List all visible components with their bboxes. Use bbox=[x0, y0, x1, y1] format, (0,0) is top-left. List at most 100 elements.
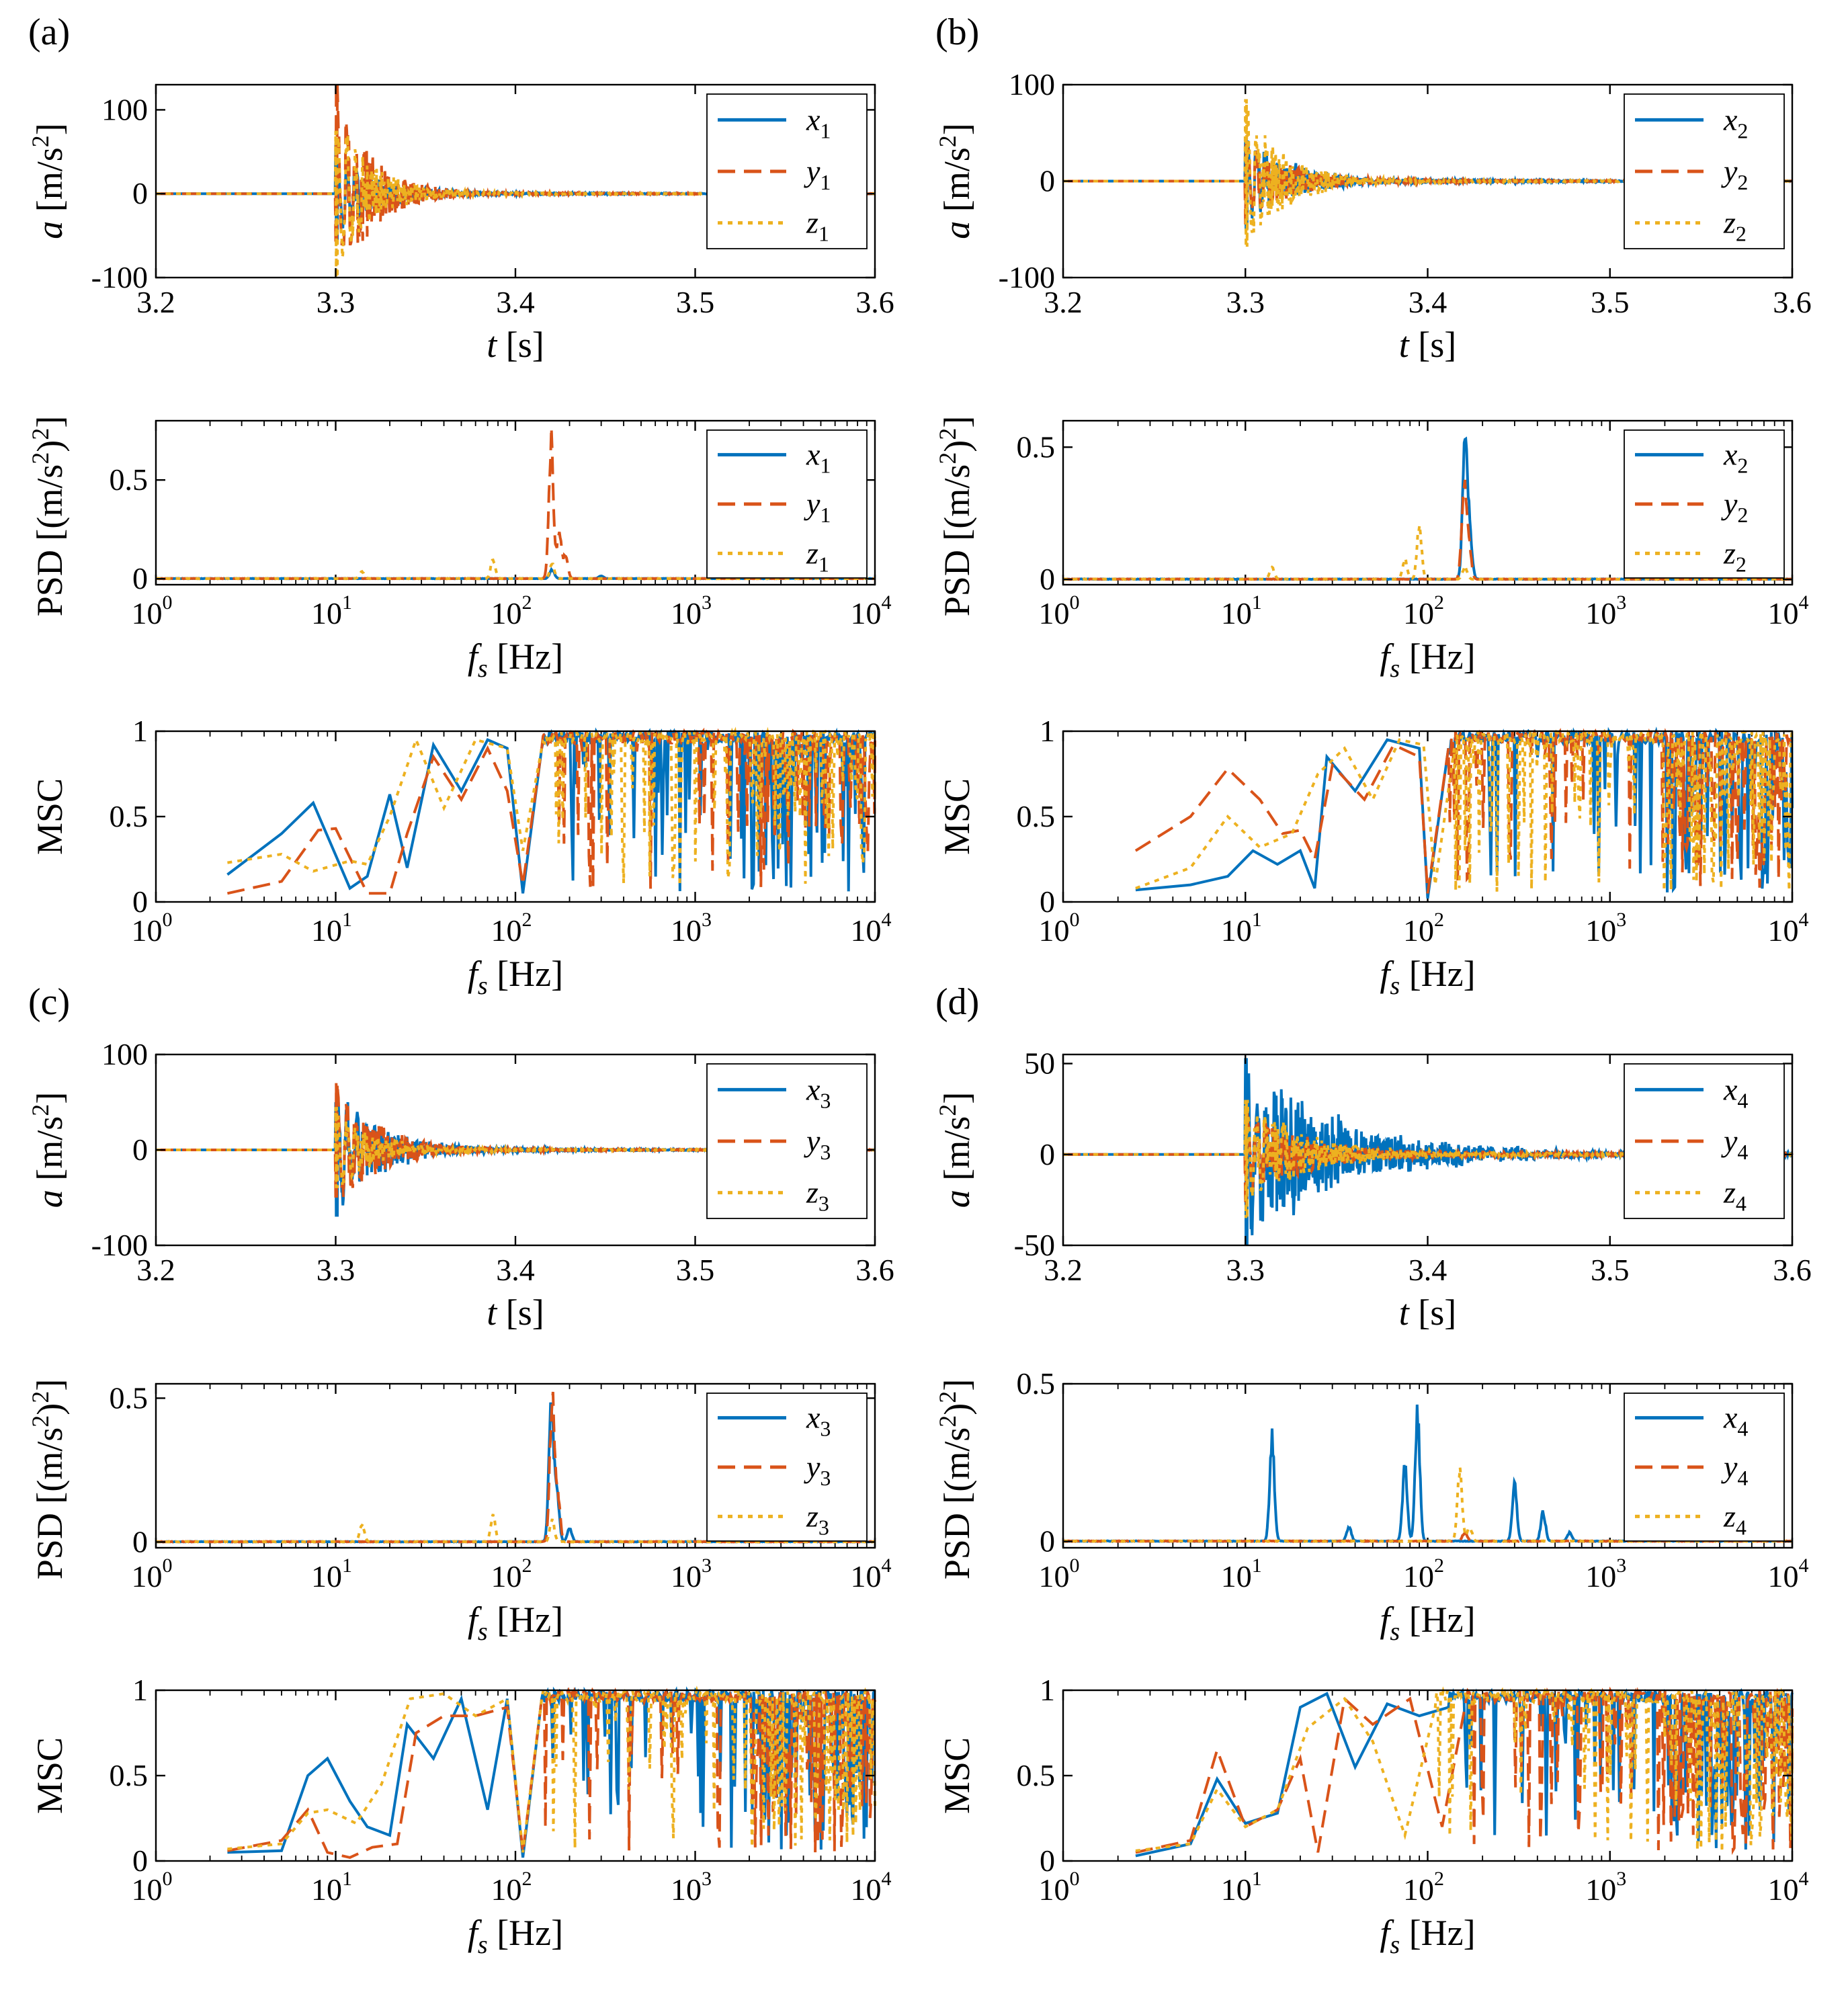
x-tick-label: 101 bbox=[311, 591, 352, 630]
y-tick-label: 100 bbox=[1009, 67, 1055, 101]
x-tick-label: 104 bbox=[1768, 909, 1809, 948]
y-tick-label: -50 bbox=[1014, 1228, 1055, 1262]
series-line-y3 bbox=[227, 1687, 876, 1859]
x-tick-label: 101 bbox=[1221, 909, 1262, 948]
x-tick-label: 3.5 bbox=[676, 1253, 715, 1287]
legend-item-z1: z1 bbox=[806, 536, 829, 576]
panel-label: (c) bbox=[28, 981, 70, 1023]
y-tick-label: 0 bbox=[1040, 562, 1055, 596]
x-axis-label: fs [Hz] bbox=[1380, 954, 1475, 1000]
y-tick-label: 1 bbox=[1040, 1673, 1055, 1707]
y-tick-label: 100 bbox=[101, 1037, 148, 1071]
time-chart: 3.2 3.3 3.4 3.5 3.6 -100 0 100 t [s] a [m/s2] x1 y1… bbox=[27, 83, 894, 365]
legend-item-x2: x2 bbox=[1723, 102, 1748, 142]
y-tick-label: 0 bbox=[132, 1132, 148, 1167]
legend-item-x1: x1 bbox=[806, 438, 831, 478]
x-tick-label: 101 bbox=[311, 909, 352, 948]
plot-area bbox=[155, 419, 876, 586]
x-tick-label: 3.5 bbox=[1591, 1253, 1630, 1287]
y-tick-label: 50 bbox=[1024, 1046, 1055, 1081]
panel-d: (d) 3.2 3.3 3.4 3.5 3.6 -50 0 50 t [s] a [m/s2] x4 y… bbox=[934, 981, 1812, 1959]
panel-label: (a) bbox=[28, 11, 70, 53]
y-tick-label: 0.5 bbox=[1017, 1758, 1056, 1792]
y-axis-label: MSC bbox=[937, 778, 977, 855]
legend-item-y4: y4 bbox=[1721, 1124, 1748, 1164]
series-line-z2 bbox=[1063, 99, 1794, 247]
x-tick-label: 100 bbox=[1039, 1554, 1080, 1593]
y-axis-label: a [m/s2] bbox=[27, 1092, 70, 1208]
x-tick-label: 101 bbox=[1221, 591, 1262, 630]
legend-item-x4: x4 bbox=[1723, 1401, 1748, 1441]
x-tick-label: 3.4 bbox=[496, 1253, 535, 1287]
x-tick-label: 103 bbox=[671, 909, 712, 948]
x-tick-label: 100 bbox=[1039, 1868, 1080, 1907]
legend-item-z3: z3 bbox=[806, 1175, 829, 1216]
x-tick-label: 102 bbox=[1403, 1868, 1444, 1907]
y-axis-label: a [m/s2] bbox=[27, 123, 70, 239]
x-tick-label: 3.5 bbox=[676, 285, 715, 319]
y-axis-label: a [m/s2] bbox=[934, 123, 977, 239]
plot-area bbox=[155, 1382, 876, 1549]
x-tick-label: 102 bbox=[1403, 1554, 1444, 1593]
y-tick-label: -100 bbox=[91, 1228, 148, 1262]
x-tick-label: 104 bbox=[851, 909, 892, 948]
x-tick-label: 101 bbox=[311, 1554, 352, 1593]
x-tick-label: 103 bbox=[1585, 1868, 1626, 1907]
y-axis-label: PSD [(m/s2)2] bbox=[27, 416, 70, 617]
x-tick-label: 3.4 bbox=[496, 285, 535, 319]
msc-chart: 100 101 102 103 104 0 0.5 1 fs [Hz] MSC bbox=[937, 714, 1809, 1000]
legend-item-y2: y2 bbox=[1721, 487, 1748, 527]
y-tick-label: 0.5 bbox=[110, 462, 149, 497]
x-tick-label: 3.2 bbox=[1044, 1253, 1083, 1287]
x-tick-label: 103 bbox=[1585, 591, 1626, 630]
x-axis-label: t [s] bbox=[1399, 325, 1457, 365]
legend-item-y2: y2 bbox=[1721, 154, 1748, 194]
series-line-z1 bbox=[156, 130, 875, 278]
x-tick-label: 102 bbox=[491, 591, 532, 630]
x-tick-label: 100 bbox=[1039, 591, 1080, 630]
y-tick-label: 0 bbox=[132, 1843, 148, 1878]
y-tick-label: 0.5 bbox=[1017, 1366, 1056, 1401]
legend-item-z3: z3 bbox=[806, 1499, 829, 1539]
x-tick-label: 3.2 bbox=[1044, 285, 1083, 319]
y-tick-label: 0 bbox=[132, 884, 148, 919]
x-tick-label: 3.6 bbox=[855, 1253, 894, 1287]
y-axis-label: MSC bbox=[30, 778, 70, 855]
x-axis-label: fs [Hz] bbox=[1380, 1913, 1475, 1959]
y-tick-label: 0.5 bbox=[110, 1380, 149, 1415]
y-tick-label: 0 bbox=[1040, 1137, 1055, 1171]
series-line-z3 bbox=[227, 1686, 876, 1853]
plot-area bbox=[1062, 419, 1794, 586]
x-axis-label: fs [Hz] bbox=[1380, 1600, 1475, 1646]
psd-chart: 100 101 102 103 104 0 0.5 fs [Hz] PSD [(m/s2)2] x… bbox=[934, 1366, 1809, 1646]
x-tick-label: 3.3 bbox=[317, 1253, 355, 1287]
legend-item-x2: x2 bbox=[1723, 438, 1748, 478]
y-tick-label: 0 bbox=[132, 176, 148, 210]
x-tick-label: 102 bbox=[1403, 909, 1444, 948]
x-tick-label: 3.6 bbox=[1773, 285, 1812, 319]
y-tick-label: 100 bbox=[101, 92, 148, 126]
legend-item-z4: z4 bbox=[1723, 1175, 1747, 1216]
legend-item-x3: x3 bbox=[806, 1401, 831, 1441]
x-tick-label: 3.3 bbox=[317, 285, 355, 319]
psd-chart: 100 101 102 103 104 0 0.5 fs [Hz] PSD [(m/s2)2] x… bbox=[27, 416, 892, 683]
x-axis-label: t [s] bbox=[1399, 1292, 1457, 1333]
series-line-z4 bbox=[1063, 1099, 1794, 1218]
x-axis-label: fs [Hz] bbox=[468, 1913, 563, 1959]
x-tick-label: 3.6 bbox=[1773, 1253, 1812, 1287]
y-tick-label: -100 bbox=[999, 260, 1055, 294]
y-tick-label: 0.5 bbox=[1017, 429, 1056, 464]
x-tick-label: 3.4 bbox=[1409, 1253, 1447, 1287]
legend-item-z4: z4 bbox=[1723, 1499, 1747, 1539]
x-tick-label: 103 bbox=[671, 1868, 712, 1907]
series-line-y4 bbox=[1135, 1686, 1794, 1856]
x-axis-label: t [s] bbox=[487, 325, 544, 365]
y-tick-label: -100 bbox=[91, 260, 148, 294]
x-tick-label: 3.6 bbox=[855, 285, 894, 319]
y-tick-label: 1 bbox=[132, 1673, 148, 1707]
y-tick-label: 0 bbox=[132, 561, 148, 595]
